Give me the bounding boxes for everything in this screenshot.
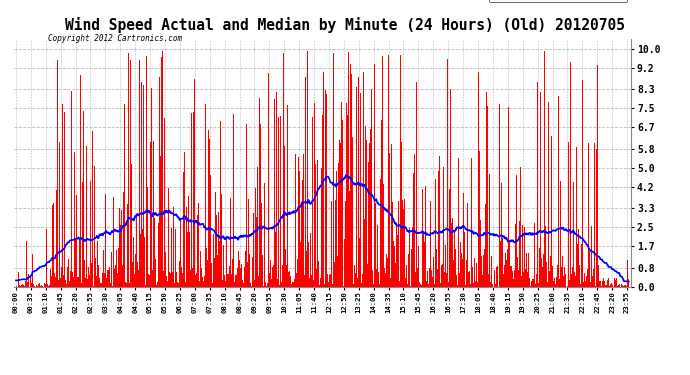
Text: Copyright 2012 Cartronics.com: Copyright 2012 Cartronics.com	[48, 34, 182, 43]
Legend: Median (mph), Wind (mph): Median (mph), Wind (mph)	[489, 0, 627, 2]
Text: Wind Speed Actual and Median by Minute (24 Hours) (Old) 20120705: Wind Speed Actual and Median by Minute (…	[65, 17, 625, 33]
